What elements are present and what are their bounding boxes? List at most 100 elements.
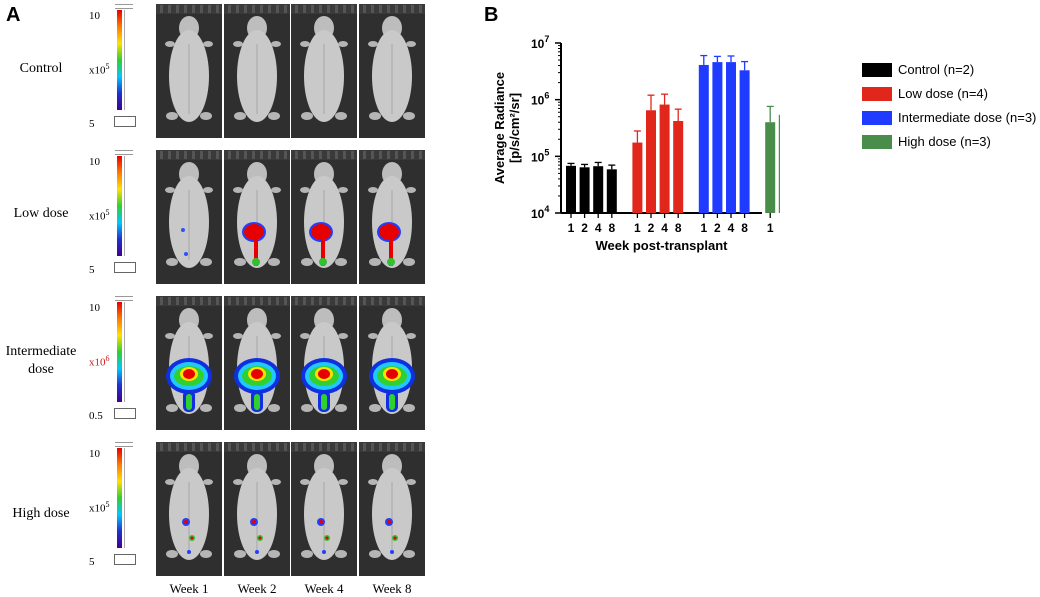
legend-label: Control (n=2) — [898, 62, 975, 77]
scale-multiplier-base: x10 — [89, 502, 106, 515]
y-tick-exponent: 6 — [544, 91, 549, 101]
color-bar-ticks — [124, 302, 131, 402]
scale-min-label: 5 — [89, 556, 95, 568]
scale-max-label: 10 — [89, 156, 100, 168]
row-label-line: High dose — [12, 506, 70, 521]
bar — [712, 62, 723, 214]
bar — [659, 104, 670, 213]
legend-swatch — [862, 87, 892, 101]
scale-multiplier-exponent: 5 — [105, 500, 110, 509]
legend-label: Intermediate dose (n=3) — [898, 110, 1037, 125]
week-label: Week 2 — [237, 581, 277, 596]
x-tick-label: 2 — [581, 221, 588, 235]
color-scale: 10 x106 0.5 — [78, 296, 158, 426]
scale-info-box — [114, 554, 136, 565]
week-label: Week 1 — [169, 581, 209, 596]
y-tick-label: 104 — [531, 204, 549, 221]
legend-label: Low dose (n=4) — [898, 86, 988, 101]
bar — [673, 121, 684, 213]
y-tick-exponent: 4 — [544, 204, 549, 214]
bioluminescence-image — [291, 150, 357, 284]
row-label-line: Intermediate — [5, 344, 77, 359]
bioluminescence-image — [291, 442, 357, 576]
legend-swatch — [862, 63, 892, 77]
bioluminescence-image — [291, 4, 357, 138]
bioluminescence-image — [359, 296, 425, 430]
bioluminescence-image — [156, 4, 222, 138]
bar — [726, 62, 736, 214]
scale-max-label: 10 — [89, 10, 100, 22]
row-label-line: Low dose — [13, 206, 69, 221]
bar — [646, 110, 656, 213]
scale-multiplier: x106 — [89, 354, 110, 369]
bioluminescence-image — [224, 442, 290, 576]
scale-multiplier-exponent: 6 — [105, 354, 110, 363]
x-tick-label: 4 — [595, 221, 602, 235]
legend-item: Intermediate dose (n=3) — [862, 110, 1037, 127]
scale-max-label: 10 — [89, 448, 100, 460]
y-tick-label: 105 — [531, 147, 549, 164]
week-label: Week 4 — [304, 581, 344, 596]
scale-multiplier-base: x10 — [89, 356, 106, 369]
scale-multiplier-exponent: 5 — [105, 62, 110, 71]
scale-min-label: 5 — [89, 264, 95, 276]
scale-info-box — [114, 408, 136, 419]
row-label: Low dose — [0, 205, 82, 223]
panel-b-letter: B — [484, 4, 499, 26]
row-label: Intermediate dose — [0, 343, 82, 379]
legend-item: Low dose (n=4) — [862, 86, 1037, 103]
bioluminescence-image — [224, 296, 290, 430]
scale-multiplier: x105 — [89, 208, 110, 223]
bioluminescence-image — [224, 4, 290, 138]
bar — [606, 169, 617, 213]
bioluminescence-image — [359, 442, 425, 576]
y-axis-title: Average Radiance[p/s/cm²/sr] — [492, 72, 522, 184]
y-tick-label: 107 — [531, 34, 549, 51]
y-tick-base: 10 — [531, 94, 545, 108]
scale-header — [115, 442, 133, 447]
legend-swatch — [862, 111, 892, 125]
y-axis-title-line: Average Radiance — [492, 72, 507, 184]
scale-header — [115, 4, 133, 9]
y-tick-exponent: 7 — [544, 34, 549, 44]
bioluminescence-image — [359, 150, 425, 284]
bioluminescence-image — [359, 4, 425, 138]
color-scale: 10 x105 5 — [78, 4, 158, 134]
color-gradient-bar — [117, 302, 122, 402]
x-tick-label: 4 — [728, 221, 735, 235]
color-bar-ticks — [124, 10, 131, 110]
x-tick-label: 2 — [648, 221, 655, 235]
scale-multiplier-exponent: 5 — [105, 208, 110, 217]
scale-multiplier-base: x10 — [89, 210, 106, 223]
color-gradient-bar — [117, 156, 122, 256]
legend-item: High dose (n=3) — [862, 134, 1037, 151]
bar — [765, 122, 776, 213]
x-tick-label: 8 — [741, 221, 748, 235]
bioluminescence-image — [224, 150, 290, 284]
row-label-line: Control — [19, 61, 63, 76]
scale-info-box — [114, 116, 136, 127]
row-label-line: dose — [28, 362, 54, 377]
scale-min-label: 0.5 — [89, 410, 103, 422]
color-scale: 10 x105 5 — [78, 442, 158, 572]
bar — [778, 114, 780, 213]
x-tick-label: 1 — [568, 221, 575, 235]
x-tick-label: 1 — [634, 221, 641, 235]
legend-swatch — [862, 135, 892, 149]
x-tick-label: 4 — [661, 221, 668, 235]
legend-item: Control (n=2) — [862, 62, 1037, 79]
bioluminescence-image — [156, 296, 222, 430]
y-tick-base: 10 — [531, 150, 545, 164]
week-label: Week 8 — [372, 581, 412, 596]
color-scale: 10 x105 5 — [78, 150, 158, 280]
bar — [632, 142, 643, 213]
bioluminescence-image — [291, 296, 357, 430]
row-label: High dose — [0, 505, 82, 523]
scale-min-label: 5 — [89, 118, 95, 130]
color-bar-ticks — [124, 448, 131, 548]
x-tick-label: 8 — [608, 221, 615, 235]
scale-multiplier-base: x10 — [89, 64, 106, 77]
bar — [593, 166, 604, 213]
bioluminescence-image — [156, 150, 222, 284]
y-tick-base: 10 — [531, 37, 545, 51]
